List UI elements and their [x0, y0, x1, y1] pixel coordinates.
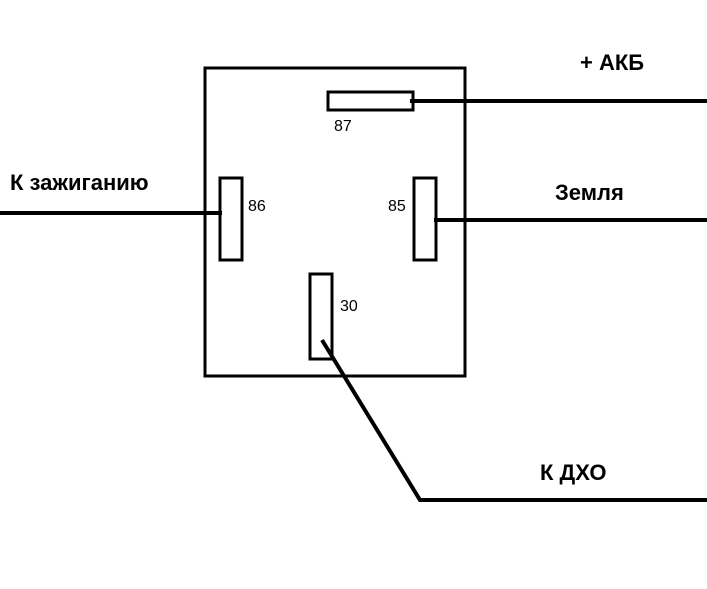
label-battery: + АКБ — [580, 50, 644, 76]
pin-86 — [220, 178, 242, 260]
pin-label-30: 30 — [340, 298, 358, 316]
pin-label-87: 87 — [334, 118, 352, 136]
relay-diagram — [0, 0, 707, 589]
pin-87 — [328, 92, 413, 110]
label-ignition: К зажиганию — [10, 170, 149, 196]
pin-30 — [310, 274, 332, 359]
pin-85 — [414, 178, 436, 260]
pin-label-86: 86 — [248, 198, 266, 216]
label-ground: Земля — [555, 180, 624, 206]
pin-label-85: 85 — [388, 198, 406, 216]
wire-drl — [322, 340, 707, 500]
label-drl: К ДХО — [540, 460, 606, 486]
